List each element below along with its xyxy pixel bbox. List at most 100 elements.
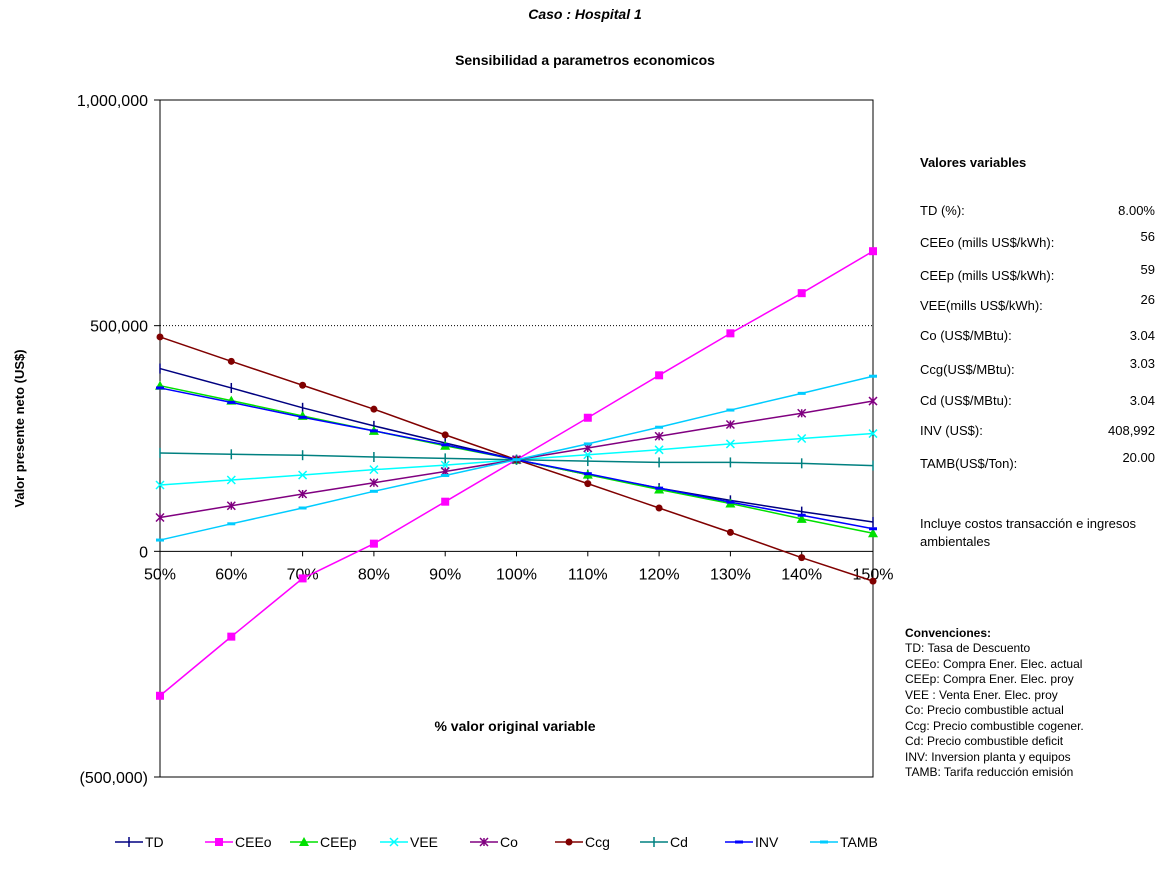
data-point [726,408,735,412]
data-point [565,838,573,846]
data-point [298,506,307,510]
data-point [583,442,592,446]
conventions-title: Convenciones: [905,626,992,640]
legend-label: INV [755,834,779,850]
data-point [298,415,307,419]
variable-value: 56 [1140,229,1155,244]
data-point [156,538,164,542]
convention-item: Ccg: Precio combustible cogener. [905,718,1084,733]
case-label: Caso : Hospital 1 [528,6,642,22]
convention-item: Co: Precio combustible actual [905,703,1064,717]
y-axis-label: Valor presente neto (US$) [12,349,27,507]
series-ceeo [156,247,877,700]
data-point [797,408,807,418]
legend-label: TD [145,834,164,850]
data-point [227,522,236,526]
y-tick-label: 0 [139,544,148,561]
convention-item: CEEo: Compra Ener. Elec. actual [905,656,1083,671]
data-point [726,329,735,338]
x-axis-label: % valor original variable [434,718,596,734]
data-point [156,333,164,341]
series-line [159,367,874,523]
variable-label: CEEp (mills US$/kWh): [920,268,1055,283]
data-point [655,371,664,380]
x-tick-label: 50% [144,566,176,583]
chart-title: Sensibilidad a parametros economicos [455,52,715,68]
convention-item: TD: Tasa de Descuento [905,641,1031,655]
legend-item: CEEo [205,834,272,850]
variable-value: 59 [1140,262,1155,277]
data-point [227,357,235,365]
data-point [298,489,308,499]
variable-label: Cd (US$/MBtu): [920,393,1012,408]
x-tick-label: 100% [496,566,537,583]
data-point [868,528,878,538]
data-point [479,837,489,847]
legend-item: INV [725,834,779,850]
data-point [155,480,165,490]
data-point [868,429,878,439]
data-point [369,539,378,548]
y-tick-label: (500,000) [80,770,149,787]
data-point [654,431,664,441]
data-point [156,386,164,390]
legend-label: TAMB [840,834,878,850]
data-point [798,554,806,562]
data-point [583,413,592,422]
variable-value: 26 [1140,292,1155,307]
variables-panel-title: Valores variables [920,155,1027,170]
convention-item: CEEp: Compra Ener. Elec. proy [905,672,1074,686]
data-point [299,837,309,846]
data-point [156,691,164,700]
data-point [726,528,734,536]
series-line [159,250,874,697]
data-point [389,837,399,847]
data-point [584,480,592,488]
data-point [369,465,379,475]
data-point [797,391,806,395]
x-tick-label: 130% [710,566,751,583]
data-point [583,472,592,476]
data-point [725,419,735,430]
variable-label: TAMB(US$/Ton): [920,456,1018,471]
convention-item: INV: Inversion planta y equipos [905,749,1071,764]
legend-item: TD [115,834,164,850]
data-point [735,840,743,844]
x-tick-label: 60% [215,566,247,583]
data-point [655,425,664,429]
x-tick-label: 90% [429,566,461,583]
data-point [441,474,450,478]
data-point [583,450,593,460]
legend-label: CEEo [235,834,272,850]
variable-label: INV (US$): [920,423,983,438]
convention-item: TAMB: Tarifa reducción emisión [905,765,1074,779]
convention-item: Cd: Precio combustible deficit [905,734,1064,748]
legend-item: VEE [380,834,438,850]
variable-value: 3.04 [1129,393,1155,408]
y-tick-label: 1,000,000 [77,93,148,110]
data-point [869,577,877,585]
data-point [226,501,236,511]
data-point [869,247,877,256]
data-point [227,632,236,641]
legend-item: CEEp [290,834,357,850]
data-point [155,512,165,523]
plot-area [159,99,874,778]
x-tick-label: 140% [781,566,822,583]
convention-item: VEE : Venta Ener. Elec. proy [905,687,1058,702]
data-point [441,497,450,506]
data-point [298,470,308,480]
variable-label: VEE(mills US$/kWh): [920,298,1043,313]
legend-label: VEE [410,834,438,850]
x-tick-label: 80% [358,566,390,583]
data-point [797,513,806,517]
variable-label: CEEo (mills US$/kWh): [920,235,1055,250]
variables-note: Incluye costos transacción e ingresos am… [920,516,1137,549]
data-point [215,838,223,846]
series-tamb [156,374,877,542]
legend-item: Ccg [555,834,610,850]
data-point [797,289,806,298]
variable-value: 408,992 [1108,423,1155,438]
data-point [512,458,521,462]
variable-label: Ccg(US$/MBtu): [920,362,1015,377]
